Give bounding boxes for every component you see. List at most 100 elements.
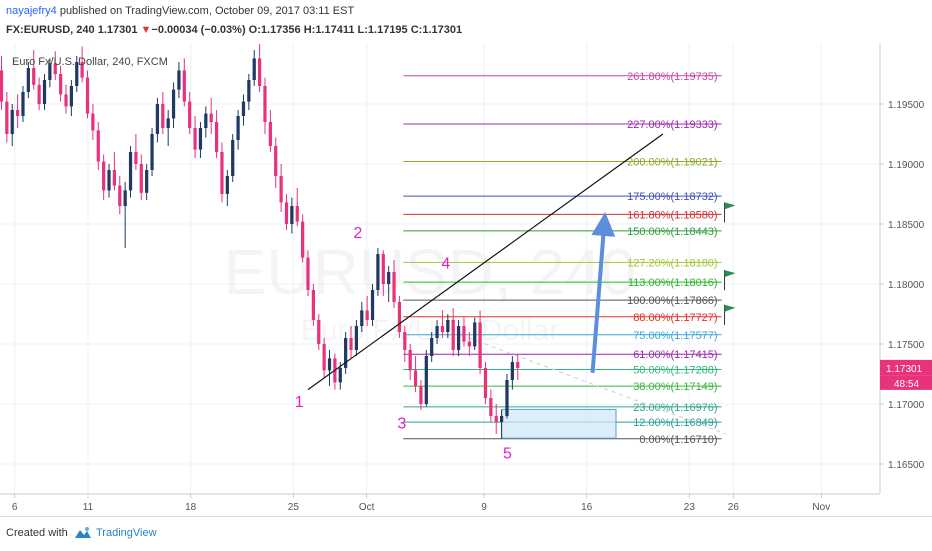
candle-body bbox=[69, 86, 73, 107]
ohlc-values: O:1.17356 H:1.17411 L:1.17195 C:1.17301 bbox=[248, 24, 463, 36]
price-tick-label: 1.19500 bbox=[888, 100, 925, 111]
publish-info: published on TradingView.com, October 09… bbox=[56, 5, 355, 17]
candle-body bbox=[494, 416, 498, 422]
candle-body bbox=[10, 110, 14, 134]
candle-body bbox=[311, 290, 315, 320]
candle-body bbox=[301, 221, 305, 258]
fib-level-label: 175.00%(1.18732) bbox=[627, 191, 718, 203]
candle-body bbox=[462, 326, 466, 342]
time-axis: 6 11 18 25 Oct 9 16 23 26 Nov bbox=[0, 493, 932, 516]
candle-body bbox=[204, 113, 208, 128]
time-tick-label: 16 bbox=[581, 502, 593, 513]
candle-body bbox=[376, 254, 380, 290]
candle-body bbox=[263, 86, 267, 122]
candle-body bbox=[64, 94, 68, 107]
author-link[interactable]: nayajefry4 bbox=[6, 5, 57, 17]
candle-body bbox=[456, 326, 461, 350]
candle-body bbox=[430, 338, 434, 356]
candle-body bbox=[166, 118, 170, 128]
price-change: −0.00034 (−0.03%) bbox=[151, 24, 246, 36]
fib-level-label: 200.00%(1.19021) bbox=[627, 156, 718, 168]
symbol-label: FX:EURUSD, 240 bbox=[6, 24, 95, 36]
wave-label: 4 bbox=[441, 255, 450, 272]
candle-body bbox=[123, 190, 127, 206]
down-triangle-icon: ▼ bbox=[140, 24, 152, 36]
time-tick-label: 26 bbox=[728, 502, 740, 513]
fib-level-label: 23.00%(1.16976) bbox=[633, 402, 717, 414]
flag-icon bbox=[724, 270, 736, 291]
flag-icon bbox=[724, 304, 736, 325]
fib-level-label: 75.00%(1.17577) bbox=[633, 330, 717, 342]
candle-body bbox=[290, 206, 294, 224]
candle-body bbox=[489, 398, 493, 416]
current-price-label: 1.17301 bbox=[886, 364, 923, 375]
candle-body bbox=[435, 326, 439, 338]
candle-body bbox=[338, 368, 342, 383]
chart-footer: Created with TradingView bbox=[0, 516, 932, 551]
chart-title: Euro Fx/U.S. Dollar, 240, FXCM bbox=[12, 56, 168, 68]
countdown-tag bbox=[880, 375, 932, 390]
candle-body bbox=[424, 356, 428, 404]
candle-body bbox=[198, 128, 203, 150]
candle-body bbox=[446, 320, 450, 332]
candle-body bbox=[387, 272, 391, 284]
price-tick-label: 1.16500 bbox=[888, 460, 925, 471]
candle-body bbox=[247, 80, 251, 102]
candle-body bbox=[440, 326, 445, 332]
chart-background bbox=[0, 44, 932, 516]
candle-body bbox=[499, 416, 504, 422]
symbol-line: FX:EURUSD, 240 1.17301 ▼−0.00034 (−0.03%… bbox=[6, 24, 462, 36]
publish-line: nayajefry4 published on TradingView.com,… bbox=[6, 5, 354, 17]
fib-level-label: 38.00%(1.17149) bbox=[633, 381, 717, 393]
candle-body bbox=[279, 176, 283, 203]
candle-body bbox=[161, 104, 165, 128]
candle-body bbox=[182, 70, 186, 102]
price-tick-label: 1.18500 bbox=[888, 220, 925, 231]
candle-body bbox=[451, 320, 455, 350]
time-tick-label: 6 bbox=[12, 502, 18, 513]
last-price: 1.17301 bbox=[97, 24, 138, 36]
price-tick-label: 1.17000 bbox=[888, 400, 925, 411]
candle-body bbox=[91, 113, 95, 131]
candle-body bbox=[26, 68, 30, 92]
tradingview-logo-icon bbox=[75, 527, 91, 538]
price-axis: 1.19500 1.19000 1.18500 1.18000 1.17500 1.170… bbox=[879, 44, 932, 494]
candle-body bbox=[252, 58, 256, 80]
fib-level-label: 12.00%(1.16849) bbox=[633, 417, 717, 429]
time-tick-label: 25 bbox=[288, 502, 300, 513]
time-tick-label: Nov bbox=[812, 502, 830, 513]
fib-level-label: 88.00%(1.17727) bbox=[633, 312, 717, 324]
time-tick-label: 9 bbox=[481, 502, 487, 513]
fibonacci-extension: 261.80%(1.19735) 227.00%(1.19333) 200.00%(… bbox=[403, 71, 722, 446]
wave-label: 5 bbox=[503, 446, 512, 463]
candle-body bbox=[354, 326, 359, 350]
flag-shape bbox=[724, 202, 736, 210]
candle-body bbox=[306, 257, 310, 290]
candle-body bbox=[0, 70, 4, 102]
candle-body bbox=[381, 254, 385, 284]
candle-body bbox=[284, 202, 289, 224]
candle-body bbox=[408, 350, 412, 371]
candle-body bbox=[155, 104, 160, 134]
watermark-symbol: EURUSD, 240 bbox=[224, 236, 637, 308]
fib-level-label: 113.00%(1.18016) bbox=[628, 277, 718, 289]
fib-level-label: 100.00%(1.17866) bbox=[627, 295, 718, 307]
tradingview-link[interactable]: TradingView bbox=[96, 527, 157, 539]
candle-body bbox=[236, 116, 240, 140]
candle-body bbox=[360, 310, 364, 326]
candles bbox=[0, 44, 520, 439]
candle-body bbox=[413, 370, 418, 386]
price-tick-label: 1.17500 bbox=[888, 340, 925, 351]
candle-body bbox=[322, 344, 326, 371]
candle-body bbox=[403, 332, 407, 350]
candle-body bbox=[220, 152, 224, 194]
chart-header: nayajefry4 published on TradingView.com,… bbox=[0, 0, 932, 44]
time-tick-label: Oct bbox=[359, 502, 375, 513]
flag-icon bbox=[724, 202, 736, 223]
fib-level-label: 61.00%(1.17415) bbox=[633, 349, 717, 361]
candle-body bbox=[107, 170, 111, 191]
trend-line bbox=[307, 133, 664, 391]
candle-body bbox=[295, 206, 299, 222]
candle-body bbox=[32, 68, 36, 85]
